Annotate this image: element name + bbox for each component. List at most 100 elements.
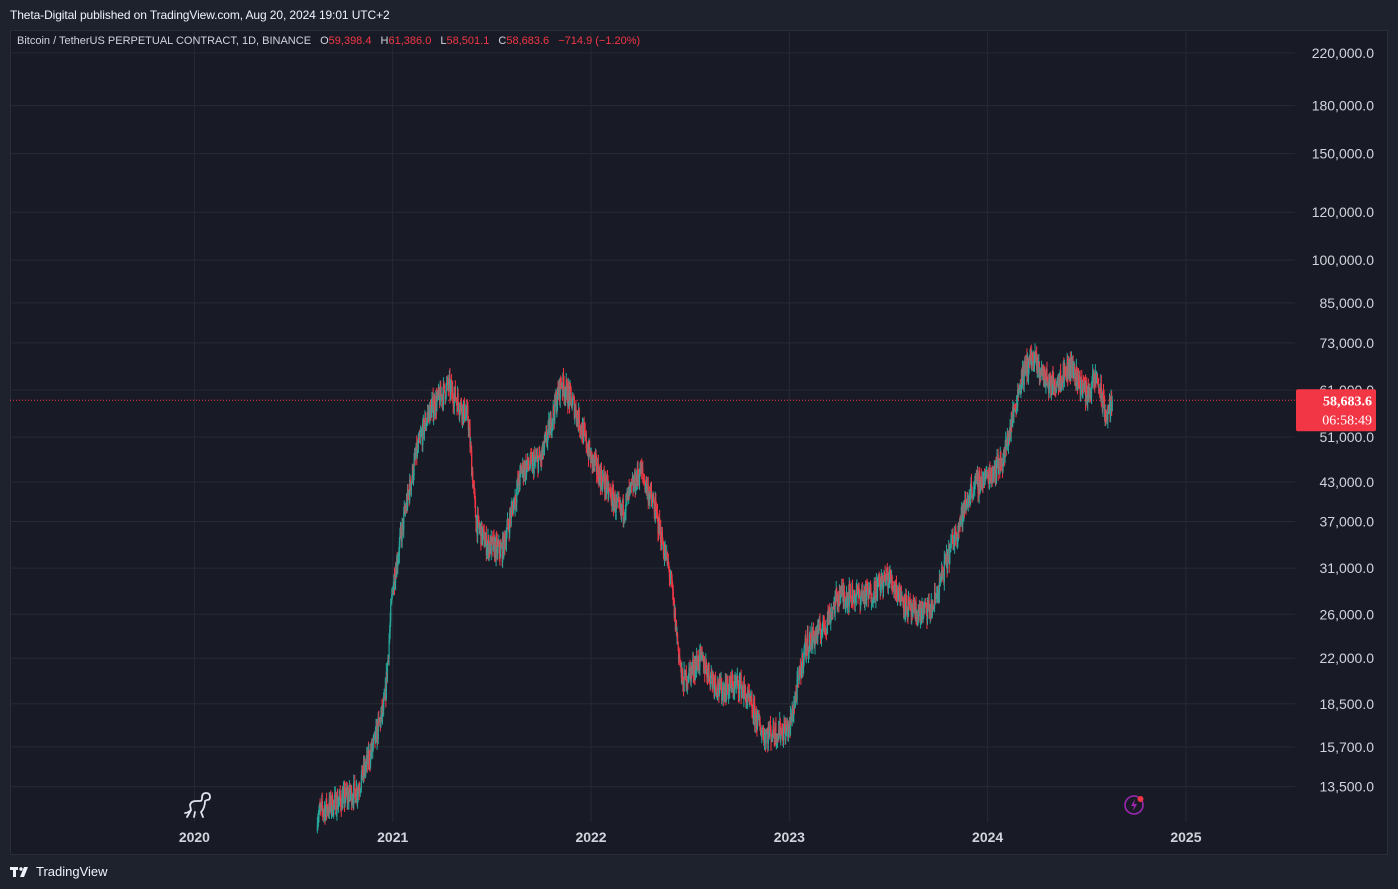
low-value: 58,501.1: [446, 35, 490, 47]
candle-body: [1077, 376, 1080, 380]
candle-body: [939, 577, 942, 583]
candle-body: [467, 419, 470, 431]
candle-body: [854, 597, 856, 604]
candle-body: [670, 573, 673, 579]
candle-body: [594, 459, 596, 466]
candle-body: [705, 662, 707, 669]
candle-body: [498, 541, 500, 554]
candle-body: [516, 489, 518, 503]
candle-body: [598, 469, 600, 486]
candle-body: [1065, 372, 1067, 379]
candle-body: [573, 397, 575, 418]
candle-body: [740, 674, 742, 698]
candle-body: [610, 490, 612, 493]
candle-body: [956, 534, 958, 541]
candle-body: [560, 378, 562, 385]
candle-body: [792, 715, 794, 720]
candle-body: [505, 535, 508, 546]
candle-body: [535, 459, 537, 461]
tradingview-logo[interactable]: TradingView: [10, 864, 108, 879]
candle-body: [662, 544, 665, 555]
candle-body: [659, 518, 661, 534]
candle-body: [492, 537, 494, 551]
candle-body: [370, 750, 372, 765]
candle-body: [843, 591, 845, 599]
candle-body: [822, 623, 824, 630]
candle-body: [904, 612, 906, 614]
candle-body: [687, 680, 690, 682]
candle-body: [571, 404, 573, 408]
candle-body: [1043, 369, 1045, 387]
candle-body: [455, 400, 458, 402]
candle-body: [605, 490, 608, 493]
candle-body: [477, 514, 479, 517]
dino-icon[interactable]: [184, 790, 212, 825]
candle-body: [952, 535, 954, 548]
candle-body: [855, 597, 857, 599]
candle-body: [520, 467, 522, 469]
candle-body: [923, 604, 925, 613]
candle-body: [753, 702, 755, 705]
candle-body: [493, 537, 495, 540]
candle-body: [869, 584, 871, 595]
candle-body: [1039, 376, 1041, 379]
candle-body: [407, 489, 409, 495]
candle-body: [381, 704, 384, 717]
candle-body: [807, 634, 809, 656]
candle-body: [629, 484, 631, 488]
candle-body: [613, 502, 615, 511]
candle-body: [550, 431, 553, 433]
candle-body: [999, 469, 1001, 471]
candle-body: [644, 481, 646, 490]
candle-body: [1046, 382, 1049, 383]
candle-body: [938, 593, 940, 600]
candle-body: [985, 471, 987, 474]
candle-body: [365, 761, 367, 767]
candle-body: [958, 521, 961, 530]
candle-body: [773, 721, 775, 735]
candle-body: [394, 582, 396, 587]
candle-body: [883, 571, 886, 574]
candle-body: [1067, 371, 1069, 378]
candle-body: [403, 512, 405, 531]
symbol-name: Bitcoin / TetherUS PERPETUAL CONTRACT, 1…: [17, 35, 312, 47]
candle-body: [957, 532, 959, 539]
candle-body: [599, 469, 601, 475]
candle-body: [317, 816, 320, 820]
candle-body: [320, 803, 322, 808]
candle-body: [332, 814, 334, 816]
time-tick-5: 2025: [1170, 829, 1201, 845]
candle-body: [422, 420, 424, 446]
candle-body: [551, 422, 553, 432]
lightning-bolt-icon[interactable]: [1124, 794, 1146, 821]
candle-body: [679, 661, 681, 663]
candle-body: [544, 433, 547, 439]
candle-body: [569, 386, 572, 389]
candle-body: [575, 405, 577, 417]
candle-body: [349, 793, 352, 796]
price-tick-9: 43,000.0: [1320, 474, 1375, 490]
candle-body: [618, 498, 620, 501]
candle-body: [467, 405, 469, 420]
candle-body: [508, 525, 510, 528]
candle-body: [611, 488, 613, 506]
candle-body: [1076, 366, 1078, 377]
candle-body: [423, 419, 425, 436]
candle-body: [985, 473, 987, 478]
candle-body: [915, 602, 917, 619]
candle-body: [766, 731, 768, 734]
candle-body: [1008, 436, 1010, 444]
candle-body: [553, 406, 555, 414]
candle-body: [671, 578, 673, 588]
candle-body: [996, 458, 998, 463]
price-chart[interactable]: 220,000.0 180,000.0 150,000.0 120,000.0 100,…: [10, 30, 1388, 855]
candle-body: [680, 662, 682, 665]
candle-body: [654, 499, 656, 519]
candle-body: [810, 632, 812, 650]
candle-body: [1007, 443, 1010, 445]
candle-body: [626, 494, 628, 497]
candle-body: [512, 502, 515, 514]
candle-body: [1062, 383, 1064, 385]
candle-body: [769, 724, 772, 730]
candle-body: [661, 531, 663, 544]
